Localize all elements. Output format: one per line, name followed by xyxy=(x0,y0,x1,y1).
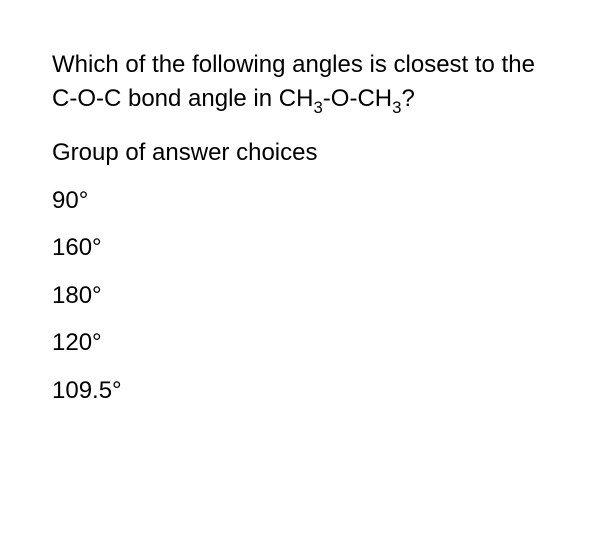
question-text-mid: -O-CH xyxy=(323,85,392,112)
question-text-pre: Which of the following angles is closest… xyxy=(52,51,535,112)
answer-choice[interactable]: 160° xyxy=(52,231,559,265)
question-text: Which of the following angles is closest… xyxy=(52,48,559,118)
question-text-post: ? xyxy=(401,85,414,112)
group-of-answer-choices-label: Group of answer choices xyxy=(52,136,559,170)
question-sub2: 3 xyxy=(392,98,401,117)
answer-choice[interactable]: 120° xyxy=(52,326,559,360)
answer-choice[interactable]: 109.5° xyxy=(52,374,559,408)
question-sub1: 3 xyxy=(313,98,322,117)
answer-choice[interactable]: 90° xyxy=(52,184,559,218)
answer-choice[interactable]: 180° xyxy=(52,279,559,313)
